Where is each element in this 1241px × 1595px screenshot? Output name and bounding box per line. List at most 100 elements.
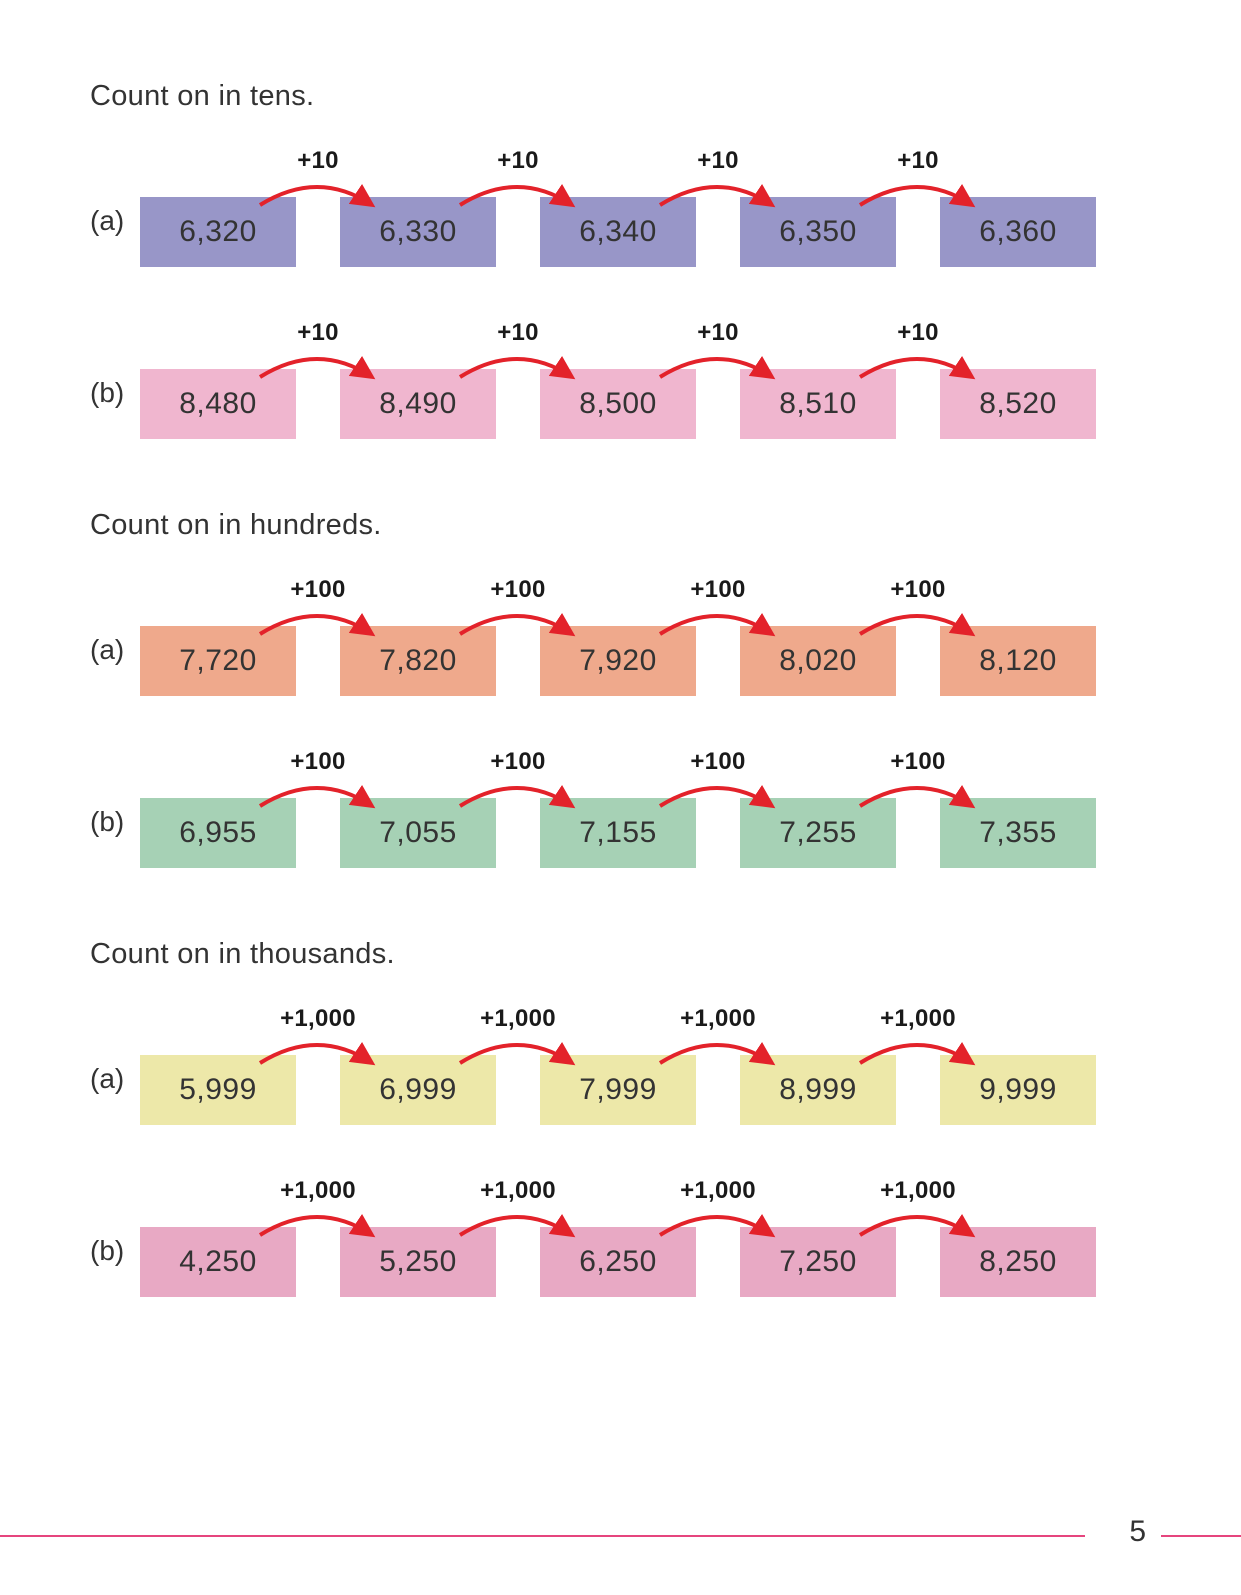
step-arrow-icon bbox=[448, 774, 588, 814]
footer-rule-right bbox=[1161, 1535, 1241, 1537]
row-label: (a) bbox=[90, 147, 140, 237]
step-label: +10 bbox=[838, 147, 998, 175]
step-indicator: +10 bbox=[638, 319, 798, 385]
step-label: +10 bbox=[838, 319, 998, 347]
number-chain-row: (a)5,9996,9997,9998,9999,999+1,000 +1,00… bbox=[90, 1005, 1151, 1125]
step-arrow-icon bbox=[248, 173, 388, 213]
step-arrow-icon bbox=[248, 345, 388, 385]
step-label: +100 bbox=[238, 576, 398, 604]
step-arrow-icon bbox=[248, 1031, 388, 1071]
section: Count on in tens. (a)6,3206,3306,3406,350… bbox=[90, 80, 1151, 439]
step-label: +1,000 bbox=[438, 1005, 598, 1033]
row-label: (b) bbox=[90, 1177, 140, 1267]
step-label: +1,000 bbox=[438, 1177, 598, 1205]
step-label: +100 bbox=[438, 576, 598, 604]
number-chain: 4,2505,2506,2507,2508,250+1,000 +1,000 +… bbox=[140, 1177, 1100, 1297]
step-arrow-icon bbox=[248, 774, 388, 814]
step-indicator: +10 bbox=[638, 147, 798, 213]
number-chain-row: (b)8,4808,4908,5008,5108,520+10 +10 +10 … bbox=[90, 319, 1151, 439]
step-indicator: +10 bbox=[238, 147, 398, 213]
step-arrow-icon bbox=[648, 1203, 788, 1243]
number-chain: 8,4808,4908,5008,5108,520+10 +10 +10 +10 bbox=[140, 319, 1100, 439]
footer-rule-left bbox=[0, 1535, 1085, 1537]
section-title: Count on in thousands. bbox=[90, 938, 1151, 971]
step-arrow-icon bbox=[248, 602, 388, 642]
step-arrow-icon bbox=[848, 345, 988, 385]
step-label: +100 bbox=[438, 748, 598, 776]
number-chain-row: (b)6,9557,0557,1557,2557,355+100 +100 +1… bbox=[90, 748, 1151, 868]
step-label: +1,000 bbox=[838, 1177, 998, 1205]
step-indicator: +100 bbox=[838, 576, 998, 642]
row-label: (a) bbox=[90, 576, 140, 666]
step-label: +100 bbox=[238, 748, 398, 776]
step-label: +10 bbox=[238, 319, 398, 347]
step-label: +1,000 bbox=[638, 1177, 798, 1205]
step-label: +10 bbox=[438, 147, 598, 175]
step-arrow-icon bbox=[648, 602, 788, 642]
step-indicator: +1,000 bbox=[838, 1177, 998, 1243]
step-indicator: +100 bbox=[238, 748, 398, 814]
step-arrow-icon bbox=[848, 173, 988, 213]
number-chain: 5,9996,9997,9998,9999,999+1,000 +1,000 +… bbox=[140, 1005, 1100, 1125]
step-indicator: +100 bbox=[638, 576, 798, 642]
number-chain-row: (a)7,7207,8207,9208,0208,120+100 +100 +1… bbox=[90, 576, 1151, 696]
step-arrow-icon bbox=[448, 602, 588, 642]
step-indicator: +1,000 bbox=[638, 1177, 798, 1243]
step-arrow-icon bbox=[848, 774, 988, 814]
number-chain-row: (a)6,3206,3306,3406,3506,360+10 +10 +10 … bbox=[90, 147, 1151, 267]
step-indicator: +1,000 bbox=[438, 1005, 598, 1071]
step-arrow-icon bbox=[448, 173, 588, 213]
step-indicator: +100 bbox=[638, 748, 798, 814]
step-arrow-icon bbox=[448, 345, 588, 385]
step-indicator: +1,000 bbox=[238, 1177, 398, 1243]
step-indicator: +100 bbox=[438, 748, 598, 814]
step-indicator: +10 bbox=[838, 147, 998, 213]
row-label: (a) bbox=[90, 1005, 140, 1095]
step-arrow-icon bbox=[848, 1203, 988, 1243]
step-label: +1,000 bbox=[238, 1177, 398, 1205]
number-chain: 6,9557,0557,1557,2557,355+100 +100 +100 … bbox=[140, 748, 1100, 868]
step-label: +10 bbox=[638, 147, 798, 175]
step-label: +1,000 bbox=[638, 1005, 798, 1033]
step-indicator: +1,000 bbox=[438, 1177, 598, 1243]
page-footer: 5 bbox=[0, 1515, 1241, 1555]
step-label: +10 bbox=[238, 147, 398, 175]
step-arrow-icon bbox=[848, 1031, 988, 1071]
step-arrow-icon bbox=[648, 345, 788, 385]
section-title: Count on in tens. bbox=[90, 80, 1151, 113]
step-arrow-icon bbox=[648, 774, 788, 814]
step-arrow-icon bbox=[648, 173, 788, 213]
number-chain-row: (b)4,2505,2506,2507,2508,250+1,000 +1,00… bbox=[90, 1177, 1151, 1297]
step-arrow-icon bbox=[648, 1031, 788, 1071]
step-indicator: +100 bbox=[438, 576, 598, 642]
step-label: +10 bbox=[638, 319, 798, 347]
section: Count on in thousands. (a)5,9996,9997,999… bbox=[90, 938, 1151, 1297]
step-indicator: +10 bbox=[438, 319, 598, 385]
step-label: +10 bbox=[438, 319, 598, 347]
step-label: +100 bbox=[838, 748, 998, 776]
step-arrow-icon bbox=[848, 602, 988, 642]
step-indicator: +1,000 bbox=[838, 1005, 998, 1071]
step-indicator: +100 bbox=[238, 576, 398, 642]
step-label: +100 bbox=[838, 576, 998, 604]
row-label: (b) bbox=[90, 748, 140, 838]
step-indicator: +1,000 bbox=[638, 1005, 798, 1071]
section: Count on in hundreds.(a)7,7207,8207,9208… bbox=[90, 509, 1151, 868]
step-indicator: +10 bbox=[838, 319, 998, 385]
step-label: +100 bbox=[638, 576, 798, 604]
step-indicator: +100 bbox=[838, 748, 998, 814]
step-label: +1,000 bbox=[238, 1005, 398, 1033]
step-arrow-icon bbox=[448, 1203, 588, 1243]
worksheet-body: Count on in tens.(a)6,3206,3306,3406,350… bbox=[90, 80, 1151, 1297]
step-arrow-icon bbox=[448, 1031, 588, 1071]
step-label: +100 bbox=[638, 748, 798, 776]
step-label: +1,000 bbox=[838, 1005, 998, 1033]
step-indicator: +10 bbox=[438, 147, 598, 213]
number-chain: 7,7207,8207,9208,0208,120+100 +100 +100 … bbox=[140, 576, 1100, 696]
step-indicator: +1,000 bbox=[238, 1005, 398, 1071]
step-arrow-icon bbox=[248, 1203, 388, 1243]
row-label: (b) bbox=[90, 319, 140, 409]
step-indicator: +10 bbox=[238, 319, 398, 385]
page-number: 5 bbox=[1129, 1515, 1146, 1549]
number-chain: 6,3206,3306,3406,3506,360+10 +10 +10 +10 bbox=[140, 147, 1100, 267]
